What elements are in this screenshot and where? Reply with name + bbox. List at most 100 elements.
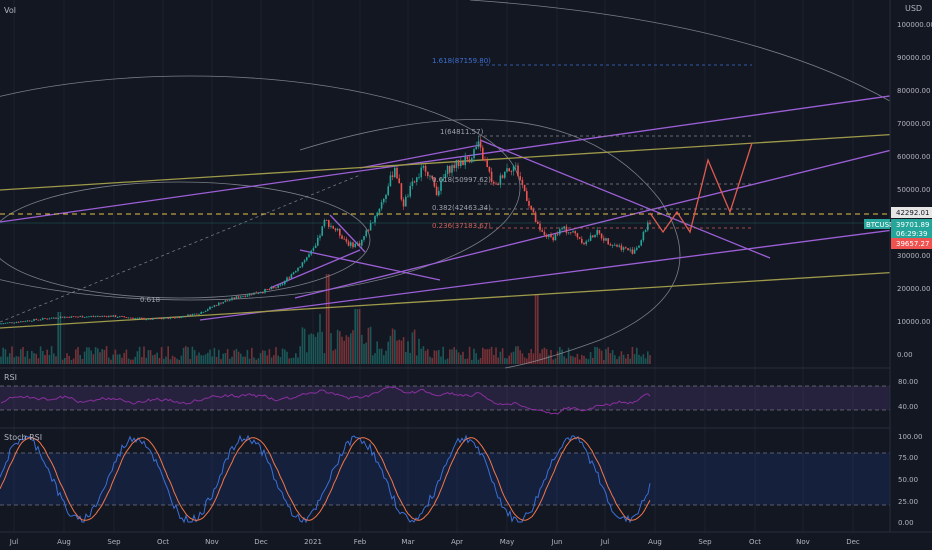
volume-bar <box>15 356 18 364</box>
volume-bar <box>279 357 282 364</box>
candle-body <box>603 238 605 241</box>
small-ellipse-left[interactable] <box>0 181 371 299</box>
upper-arc[interactable] <box>469 0 906 111</box>
purple-upper-left[interactable] <box>359 144 481 169</box>
volume-bar <box>334 349 337 364</box>
candle-body <box>33 319 35 321</box>
candle-body <box>545 234 548 238</box>
volume-bar <box>147 350 150 364</box>
purple-wedge-a[interactable] <box>329 214 366 253</box>
candle-body <box>251 293 253 295</box>
purple-channel-top[interactable] <box>0 89 932 223</box>
candle-body <box>372 222 374 224</box>
candle-body <box>554 234 557 241</box>
volume-bar <box>574 357 576 364</box>
candle-body <box>202 312 205 313</box>
volume-bar <box>418 338 420 364</box>
candle-body <box>44 318 46 319</box>
purple-lower-support[interactable] <box>299 249 441 281</box>
candle-body <box>468 159 471 163</box>
volume-bar <box>407 341 409 364</box>
candle-body <box>215 305 218 307</box>
volume-bar <box>541 349 543 364</box>
volume-bar <box>6 356 9 364</box>
volume-bar <box>600 350 603 364</box>
volume-bar <box>26 350 29 364</box>
candle-body <box>61 316 64 318</box>
candle-body <box>169 317 172 319</box>
volume-bar <box>72 358 75 364</box>
volume-bar <box>224 353 227 364</box>
volume-bar <box>255 359 257 364</box>
large-ellipse-left[interactable] <box>0 75 521 301</box>
candle-body <box>411 181 414 186</box>
volume-bar <box>589 352 592 364</box>
candle-body <box>493 182 495 184</box>
candle-body <box>156 318 158 319</box>
volume-bar <box>539 353 541 364</box>
volume-bar <box>55 356 57 364</box>
candle-body <box>321 226 323 236</box>
volume-bar <box>625 358 627 364</box>
candle-body <box>167 317 169 319</box>
candle-body <box>552 237 554 241</box>
volume-bar <box>464 359 466 364</box>
candle-body <box>336 228 339 231</box>
volume-bar <box>187 347 189 364</box>
purple-wedge-b[interactable] <box>269 249 361 289</box>
candle-body <box>235 296 238 299</box>
volume-bar <box>163 358 165 364</box>
purple-descending[interactable] <box>479 139 771 259</box>
candle-body <box>534 212 537 222</box>
candle-body <box>176 317 178 318</box>
candle-body <box>314 245 317 248</box>
candle-body <box>187 314 189 317</box>
time-axis[interactable]: Jul Aug Sep Oct Nov Dec 2021 Feb Mar Apr May Jun Jul… <box>9 538 860 546</box>
volume-bar <box>468 346 471 364</box>
stoch-k-line <box>0 434 651 524</box>
candle-body <box>446 166 449 174</box>
time-tick: Jul <box>600 538 610 546</box>
candle-body <box>594 234 596 238</box>
candle-body <box>464 157 466 166</box>
candle-body <box>123 316 125 318</box>
volume-bar <box>526 358 528 364</box>
candle-body <box>354 243 356 248</box>
ellipse-drawings[interactable] <box>0 0 906 369</box>
candle-body <box>86 316 88 318</box>
projection-path[interactable] <box>649 142 753 234</box>
purple-channel-low[interactable] <box>199 224 932 321</box>
volume-bar <box>253 357 255 364</box>
candle-body <box>42 318 44 320</box>
volume-bar <box>548 355 550 364</box>
price-axis[interactable] <box>890 0 932 532</box>
candle-body <box>209 306 211 310</box>
volume-bar <box>290 357 293 364</box>
fib-levels[interactable] <box>478 64 752 229</box>
time-tick: Oct <box>749 538 761 546</box>
volume-bar <box>141 357 143 364</box>
volume-bar <box>270 357 273 364</box>
candle-body <box>451 165 453 173</box>
volume-bar <box>506 358 508 364</box>
volume-bar <box>402 337 405 364</box>
purple-channel-mid[interactable] <box>294 139 932 299</box>
volume-bar <box>471 359 473 364</box>
volume-bar <box>35 353 37 364</box>
volume-bar <box>308 334 310 364</box>
volume-bar <box>273 355 275 364</box>
volume-bar <box>515 346 517 364</box>
candle-body <box>409 185 411 197</box>
volume-bar <box>607 347 609 364</box>
volume-bar <box>37 358 40 364</box>
countdown-value: 06:29:39 <box>896 230 927 238</box>
candle-body <box>389 175 392 187</box>
candle-body <box>180 316 183 318</box>
volume-bar <box>614 355 616 364</box>
dashed-trend-line[interactable] <box>0 174 361 323</box>
volume-bar <box>484 349 486 364</box>
volume-bar <box>561 349 563 364</box>
candle-body <box>94 316 97 318</box>
candle-body <box>424 165 427 172</box>
